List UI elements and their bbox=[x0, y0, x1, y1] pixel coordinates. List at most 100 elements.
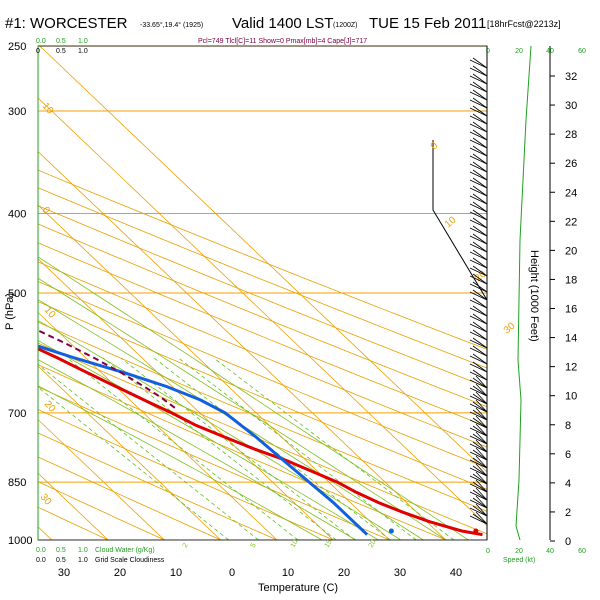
dry-adiabat bbox=[38, 242, 487, 428]
isotherm-label: 0 bbox=[429, 140, 441, 152]
height-tick-label: 28 bbox=[565, 129, 577, 141]
top-scale-label: 0.5 bbox=[56, 38, 66, 45]
wind-barb bbox=[475, 415, 488, 429]
height-tick-label: 20 bbox=[565, 245, 577, 257]
isotherm-line bbox=[38, 419, 165, 540]
wind-barb bbox=[472, 145, 488, 157]
wind-barb bbox=[472, 489, 488, 501]
wind-barb bbox=[469, 499, 488, 509]
wind-barb bbox=[472, 129, 488, 141]
mixing-ratio-line bbox=[38, 363, 259, 540]
isotherm-line bbox=[38, 258, 334, 540]
wind-barb bbox=[472, 433, 488, 445]
dry-adiabat bbox=[38, 321, 487, 512]
wind-barb bbox=[469, 459, 488, 469]
dry-adiabat bbox=[38, 187, 487, 369]
mixing-ratio-line bbox=[120, 357, 356, 540]
top-scale-label: 1.0 bbox=[78, 38, 88, 45]
wind-barb bbox=[472, 345, 488, 357]
wind-barb bbox=[469, 299, 488, 309]
height-tick-label: 0 bbox=[565, 536, 571, 548]
speed-top-tick: 20 bbox=[515, 48, 523, 55]
parcel-line bbox=[38, 329, 176, 409]
pressure-tick-label: 300 bbox=[8, 106, 26, 118]
temperature-tick-label: 10 bbox=[282, 567, 294, 579]
wind-barb bbox=[469, 107, 488, 117]
wind-barb bbox=[472, 457, 488, 469]
title-date: TUE 15 Feb 2011 bbox=[369, 15, 486, 32]
temperature-surface-dot bbox=[473, 528, 479, 534]
wind-barb bbox=[469, 387, 488, 397]
wind-barb bbox=[469, 227, 488, 237]
dry-adiabat bbox=[38, 281, 487, 469]
wind-barb bbox=[469, 243, 488, 253]
height-tick-label: 18 bbox=[565, 274, 577, 286]
dry-adiabat bbox=[38, 386, 390, 540]
wind-barb bbox=[472, 89, 488, 101]
isotherm-line bbox=[38, 97, 487, 527]
cloud-water-tick: 0.0 bbox=[36, 547, 46, 554]
wind-barb bbox=[472, 369, 488, 381]
speed-axis-title: Speed (kt) bbox=[503, 557, 535, 564]
mixing-ratio-line bbox=[213, 357, 455, 540]
speed-bottom-tick: 40 bbox=[546, 548, 554, 555]
moist-adiabat bbox=[38, 256, 469, 540]
wind-barb bbox=[472, 297, 488, 309]
wind-barb bbox=[475, 463, 488, 477]
wind-barb bbox=[472, 97, 488, 109]
wind-barb bbox=[469, 147, 488, 157]
wind-barb bbox=[472, 273, 488, 285]
pressure-tick-label: 500 bbox=[8, 288, 26, 300]
dry-adiabat bbox=[38, 223, 487, 408]
wind-barb bbox=[475, 399, 488, 413]
cloud-water-tick: 1.0 bbox=[78, 547, 88, 554]
wind-barb bbox=[472, 441, 488, 453]
wind-barb bbox=[469, 67, 488, 77]
temperature-tick-label: 20 bbox=[114, 567, 126, 579]
temperature-tick-label: 20 bbox=[338, 567, 350, 579]
wind-barb bbox=[469, 403, 488, 413]
wind-barb bbox=[472, 465, 488, 477]
wind-barb bbox=[469, 59, 488, 69]
wind-barb bbox=[469, 307, 488, 317]
wind-barb bbox=[472, 321, 488, 333]
top-scale-value: 0 bbox=[36, 48, 40, 55]
wind-barb bbox=[469, 179, 488, 189]
speed-top-tick: 0 bbox=[486, 48, 490, 55]
wind-barb bbox=[475, 479, 488, 493]
wind-barb bbox=[475, 383, 488, 397]
mixing-ratio-label: 15 bbox=[324, 539, 334, 549]
wind-barb bbox=[475, 439, 488, 453]
wind-barb bbox=[475, 407, 488, 421]
height-tick-label: 24 bbox=[565, 187, 577, 199]
wind-barb bbox=[472, 193, 488, 205]
wind-barb bbox=[469, 267, 488, 277]
wind-barb bbox=[472, 313, 488, 325]
dewpoint-surface-dot bbox=[388, 528, 394, 534]
wind-barb bbox=[469, 451, 488, 461]
dry-adiabat bbox=[38, 261, 487, 448]
series-layer bbox=[38, 329, 483, 537]
wind-barb bbox=[472, 73, 488, 85]
wind-barb bbox=[469, 331, 488, 341]
wind-barb bbox=[469, 467, 488, 477]
mixing-ratio-label: 5 bbox=[250, 542, 258, 549]
wind-barb bbox=[472, 225, 488, 237]
wind-barb bbox=[475, 447, 488, 461]
mixing-ratio-line bbox=[38, 386, 229, 540]
pressure-tick-label: 250 bbox=[8, 41, 26, 53]
wind-barb bbox=[469, 187, 488, 197]
wind-barb bbox=[469, 483, 488, 493]
wind-barb bbox=[469, 155, 488, 165]
wind-barb bbox=[469, 131, 488, 141]
height-tick-label: 26 bbox=[565, 158, 577, 170]
wind-barb bbox=[469, 507, 488, 517]
title-forecast: [18hrFcst@2213z] bbox=[487, 19, 561, 29]
mixing-ratio-label: 10 bbox=[290, 539, 300, 549]
top-scale-value: 0.5 bbox=[56, 48, 66, 55]
wind-barb bbox=[472, 385, 488, 397]
wind-barb bbox=[469, 83, 488, 93]
wind-barb bbox=[469, 203, 488, 213]
